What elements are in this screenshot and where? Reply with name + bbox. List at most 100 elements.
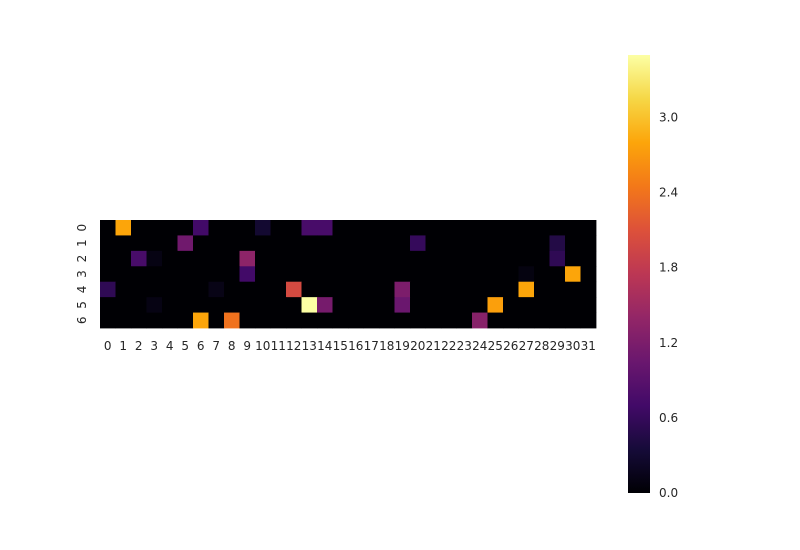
- heatmap-cell-r1-c10: [255, 235, 271, 252]
- heatmap-cell-r0-c31: [580, 220, 597, 236]
- heatmap-cell-r6-c6: [193, 312, 209, 329]
- heatmap-cell-r0-c10: [255, 220, 271, 236]
- colorbar-tick-label: 0.6: [659, 411, 678, 425]
- x-tick-label: 12: [286, 339, 301, 353]
- x-tick-label: 21: [426, 339, 441, 353]
- x-tick-label: 2: [135, 339, 143, 353]
- heatmap-cell-r0-c21: [425, 220, 442, 236]
- heatmap-cell-r2-c5: [177, 250, 194, 267]
- heatmap-cell-r2-c10: [255, 250, 271, 267]
- heatmap-cell-r6-c24: [472, 312, 488, 329]
- heatmap-cell-r0-c24: [472, 220, 488, 236]
- heatmap-cell-r5-c28: [534, 297, 550, 313]
- heatmap-cell-r3-c23: [456, 266, 473, 283]
- heatmap-cell-r5-c16: [348, 297, 364, 313]
- heatmap-cell-r3-c3: [146, 266, 163, 283]
- x-tick-label: 1: [119, 339, 127, 353]
- heatmap-cell-r1-c27: [518, 235, 535, 252]
- heatmap-cell-r0-c30: [565, 220, 581, 236]
- heatmap-cell-r0-c4: [162, 220, 178, 236]
- heatmap-cell-r0-c5: [177, 220, 194, 236]
- heatmap-cell-r6-c22: [441, 312, 457, 329]
- heatmap-cell-r2-c14: [317, 250, 333, 267]
- x-tick-label: 10: [255, 339, 270, 353]
- heatmap-cell-r2-c2: [131, 250, 147, 267]
- heatmap-cell-r3-c5: [177, 266, 194, 283]
- heatmap-cell-r5-c14: [317, 297, 333, 313]
- heatmap-cell-r5-c12: [286, 297, 302, 313]
- heatmap-cell-r0-c0: [100, 220, 116, 236]
- x-tick-label: 16: [348, 339, 363, 353]
- heatmap-cell-r2-c21: [425, 250, 442, 267]
- heatmap-cell-r5-c25: [487, 297, 504, 313]
- heatmap-cell-r4-c14: [317, 281, 333, 298]
- y-tick-label: 1: [75, 239, 89, 247]
- heatmap-cell-r6-c5: [177, 312, 194, 329]
- x-tick-label: 27: [519, 339, 534, 353]
- colorbar-tick-label: 1.2: [659, 336, 678, 350]
- colorbar-tick-label: 2.4: [659, 186, 678, 200]
- heatmap-cell-r4-c3: [146, 281, 163, 298]
- heatmap-cell-r3-c30: [565, 266, 581, 283]
- heatmap-cell-r0-c17: [363, 220, 380, 236]
- x-tick-label: 8: [228, 339, 236, 353]
- heatmap-cell-r4-c30: [565, 281, 581, 298]
- heatmap-cell-r6-c15: [332, 312, 349, 329]
- heatmap-cell-r2-c24: [472, 250, 488, 267]
- x-tick-label: 26: [503, 339, 518, 353]
- heatmap-cell-r3-c2: [131, 266, 147, 283]
- heatmap-cell-r3-c20: [410, 266, 426, 283]
- heatmap-cell-r1-c30: [565, 235, 581, 252]
- heatmap-cell-r6-c20: [410, 312, 426, 329]
- heatmap-cell-r5-c24: [472, 297, 488, 313]
- heatmap-cell-r1-c31: [580, 235, 597, 252]
- heatmap-cell-r3-c1: [115, 266, 132, 283]
- heatmap-cell-r2-c13: [301, 250, 318, 267]
- heatmap-cell-r4-c27: [518, 281, 535, 298]
- heatmap-cell-r3-c25: [487, 266, 504, 283]
- heatmap-cell-r1-c25: [487, 235, 504, 252]
- heatmap-cell-r3-c24: [472, 266, 488, 283]
- heatmap-cells: [100, 220, 597, 329]
- heatmap-cell-r4-c7: [208, 281, 225, 298]
- heatmap-cell-r5-c27: [518, 297, 535, 313]
- heatmap-cell-r0-c11: [270, 220, 287, 236]
- x-tick-label: 0: [104, 339, 112, 353]
- heatmap-cell-r0-c7: [208, 220, 225, 236]
- x-tick-labels: 0 1 2 3 4 5 6 7 8 9 10 11 12 13 14 15 16 17 18 19 20 21 22 23 24…: [104, 339, 596, 353]
- heatmap-cell-r0-c3: [146, 220, 163, 236]
- heatmap-cell-r4-c17: [363, 281, 380, 298]
- heatmap-cell-r1-c2: [131, 235, 147, 252]
- heatmap-cell-r5-c2: [131, 297, 147, 313]
- heatmap-cell-r5-c1: [115, 297, 132, 313]
- heatmap-cell-r3-c13: [301, 266, 318, 283]
- heatmap-cell-r6-c16: [348, 312, 364, 329]
- heatmap-cell-r4-c16: [348, 281, 364, 298]
- heatmap-cell-r5-c20: [410, 297, 426, 313]
- heatmap-cell-r1-c16: [348, 235, 364, 252]
- heatmap-cell-r3-c15: [332, 266, 349, 283]
- heatmap-cell-r5-c21: [425, 297, 442, 313]
- x-tick-label: 22: [441, 339, 456, 353]
- heatmap-cell-r5-c22: [441, 297, 457, 313]
- heatmap-cell-r4-c10: [255, 281, 271, 298]
- heatmap-cell-r5-c7: [208, 297, 225, 313]
- heatmap-cell-r4-c11: [270, 281, 287, 298]
- heatmap-cell-r0-c22: [441, 220, 457, 236]
- heatmap-cell-r4-c1: [115, 281, 132, 298]
- heatmap-cell-r3-c19: [394, 266, 411, 283]
- x-tick-label: 3: [150, 339, 158, 353]
- heatmap-cell-r0-c23: [456, 220, 473, 236]
- heatmap-cell-r5-c30: [565, 297, 581, 313]
- heatmap-cell-r6-c0: [100, 312, 116, 329]
- heatmap-cell-r1-c6: [193, 235, 209, 252]
- heatmap-cell-r0-c2: [131, 220, 147, 236]
- heatmap-cell-r1-c23: [456, 235, 473, 252]
- heatmap-cell-r5-c5: [177, 297, 194, 313]
- heatmap-cell-r1-c22: [441, 235, 457, 252]
- heatmap-cell-r3-c22: [441, 266, 457, 283]
- heatmap-cell-r3-c8: [224, 266, 240, 283]
- heatmap-cell-r1-c9: [239, 235, 256, 252]
- heatmap-cell-r1-c21: [425, 235, 442, 252]
